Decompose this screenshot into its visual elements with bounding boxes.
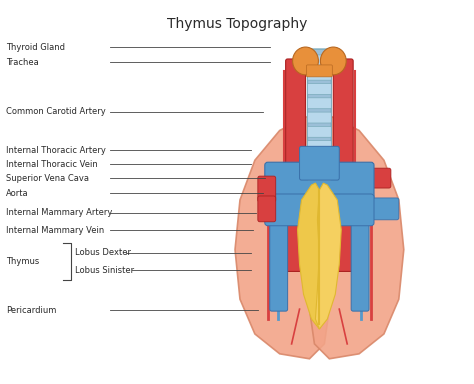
Text: Pericardium: Pericardium <box>7 306 57 314</box>
Text: Internal Thoracic Artery: Internal Thoracic Artery <box>7 146 106 155</box>
FancyBboxPatch shape <box>265 162 374 200</box>
Polygon shape <box>298 183 323 329</box>
Polygon shape <box>315 183 341 329</box>
FancyBboxPatch shape <box>351 188 369 311</box>
FancyBboxPatch shape <box>308 98 331 109</box>
FancyBboxPatch shape <box>308 84 331 94</box>
FancyBboxPatch shape <box>308 112 331 123</box>
Text: Internal Mammary Artery: Internal Mammary Artery <box>7 209 113 217</box>
FancyBboxPatch shape <box>365 168 391 188</box>
FancyBboxPatch shape <box>365 198 399 220</box>
Text: Common Carotid Artery: Common Carotid Artery <box>7 108 106 116</box>
Text: Aorta: Aorta <box>7 189 29 198</box>
FancyBboxPatch shape <box>308 169 331 180</box>
FancyBboxPatch shape <box>258 196 276 222</box>
FancyBboxPatch shape <box>308 55 331 66</box>
FancyBboxPatch shape <box>258 176 276 202</box>
Text: Trachea: Trachea <box>7 58 39 67</box>
Text: Internal Thoracic Vein: Internal Thoracic Vein <box>7 160 98 169</box>
FancyBboxPatch shape <box>307 65 332 77</box>
FancyBboxPatch shape <box>300 146 339 180</box>
Text: Thymus: Thymus <box>7 257 40 266</box>
Polygon shape <box>310 116 404 359</box>
FancyBboxPatch shape <box>308 126 331 137</box>
Polygon shape <box>235 116 329 359</box>
Text: Internal Mammary Vein: Internal Mammary Vein <box>7 226 105 235</box>
FancyBboxPatch shape <box>308 49 331 182</box>
Text: Superior Vena Cava: Superior Vena Cava <box>7 174 90 183</box>
FancyBboxPatch shape <box>333 59 353 271</box>
Text: Thyroid Gland: Thyroid Gland <box>7 43 65 51</box>
Ellipse shape <box>292 47 319 75</box>
FancyBboxPatch shape <box>265 194 374 226</box>
Ellipse shape <box>320 47 346 75</box>
FancyBboxPatch shape <box>308 155 331 166</box>
Text: Lobus Dexter: Lobus Dexter <box>75 248 131 258</box>
Text: Thymus Topography: Thymus Topography <box>167 17 307 31</box>
FancyBboxPatch shape <box>270 188 288 311</box>
Text: Lobus Sinister: Lobus Sinister <box>75 266 134 275</box>
FancyBboxPatch shape <box>308 141 331 152</box>
FancyBboxPatch shape <box>308 69 331 80</box>
FancyBboxPatch shape <box>286 59 306 271</box>
